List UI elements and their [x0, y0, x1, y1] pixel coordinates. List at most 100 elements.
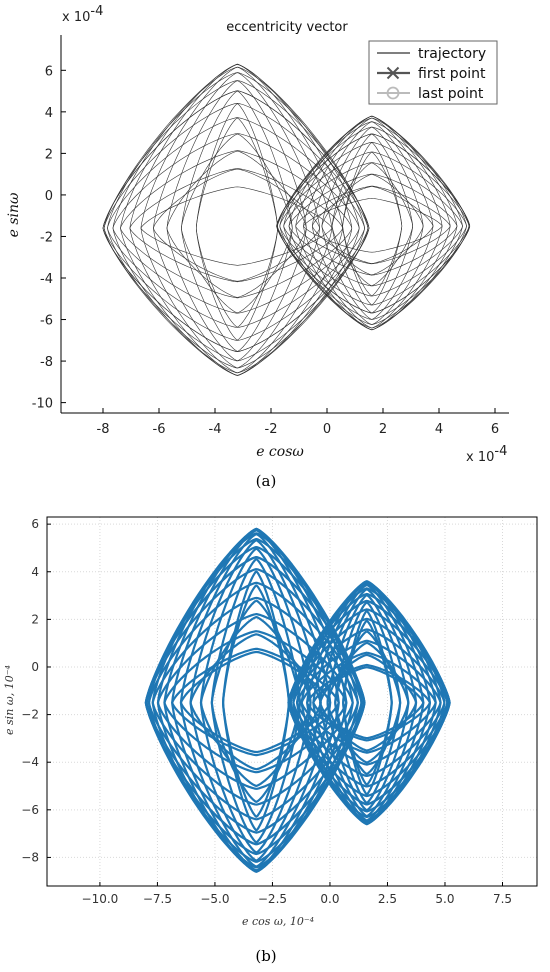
x-tick-label: 6: [491, 422, 499, 437]
x-tick-label: -2: [265, 422, 278, 437]
x-tick-label: −5.0: [200, 892, 229, 906]
x-tick-label: 2.5: [378, 892, 397, 906]
trajectory-line-left-2: [107, 72, 365, 369]
trajectory-line-left-12: [222, 584, 290, 818]
y-tick-label: -2: [40, 230, 53, 245]
x-tick-label: -6: [153, 422, 166, 437]
panel-a: eccentricity vector x 10-4 x 10-4 -8 -6 -4…: [6, 4, 509, 490]
trajectory-line-right-14: [312, 186, 434, 264]
trajectory-line-right-13: [321, 174, 424, 276]
trajectory-line-left-1: [103, 80, 369, 362]
y-tick-label: −4: [21, 755, 39, 769]
trajectory-line-left-15: [189, 633, 322, 771]
y-tick-label: −2: [21, 708, 39, 722]
trajectory-line-left-24: [144, 527, 366, 873]
y-tick-label: -6: [40, 314, 53, 329]
trajectory-line-left-16: [129, 168, 343, 283]
trajectory-line-right-24: [287, 580, 451, 826]
trajectory-line-left-1: [145, 546, 365, 856]
trajectory-line-left-9: [181, 90, 293, 352]
panel-b-ticks: −10.0 −7.5 −5.0 −2.5 0.0 2.5 5.0 7.5 6 4 2 0 −2 −4 −6 −…: [21, 517, 512, 906]
y-tick-label: -4: [40, 272, 53, 287]
trajectory-line-left-13: [166, 150, 307, 298]
trajectory-line-right-19: [279, 151, 467, 297]
x-tick-label: −7.5: [143, 892, 172, 906]
y-tick-label: 0: [31, 660, 39, 674]
trajectory-line-right-15: [303, 198, 443, 253]
legend-trajectory-label: trajectory: [418, 46, 486, 62]
panel-b-caption: (b): [255, 947, 276, 965]
trajectory-line-right-9: [331, 133, 413, 314]
trajectory-line-right-7: [312, 121, 434, 325]
trajectory-line-right-3: [283, 117, 463, 329]
panel-a-ticks: -8 -6 -4 -2 0 2 4 6 6 4 2 0 -2 -4 -6 -8 -10: [32, 64, 499, 437]
x-tick-label: 0: [323, 422, 331, 437]
panel-b-grid: [47, 517, 537, 886]
trajectory-line-right-15: [319, 653, 418, 752]
panel-a-caption: (a): [256, 472, 277, 490]
y-tick-label: -8: [40, 355, 53, 370]
x-tick-label: 5.0: [435, 892, 454, 906]
trajectory-line-left-16: [179, 650, 332, 754]
trajectory-line-left-17: [171, 647, 340, 757]
trajectory-line-right-6: [303, 117, 443, 329]
x-tick-label: 2: [379, 422, 387, 437]
trajectory-line-left-6: [140, 67, 333, 373]
trajectory-line-left-19: [107, 117, 365, 328]
legend-last-point-label: last point: [418, 86, 484, 102]
trajectory-line-right-16: [312, 666, 425, 740]
panel-a-trajectory: [102, 63, 471, 376]
trajectory-line-left-22: [102, 63, 370, 376]
trajectory-line-left-18: [163, 630, 348, 774]
panel-b: −10.0 −7.5 −5.0 −2.5 0.0 2.5 5.0 7.5 6 4 2 0 −2 −4 −6 −…: [3, 516, 538, 965]
trajectory-line-left-15: [140, 186, 333, 266]
panel-b-trajectory: [144, 527, 451, 873]
trajectory-line-right-18: [300, 651, 437, 754]
panel-a-axes: [60, 35, 509, 414]
panel-b-axes: [46, 516, 538, 887]
y-tick-label: 2: [31, 612, 39, 626]
trajectory-line-right-17: [288, 173, 458, 276]
y-tick-label: 6: [45, 64, 53, 79]
trajectory-line-right-12: [342, 619, 393, 786]
trajectory-line-left-22: [145, 568, 365, 834]
y-tick-label: 6: [31, 517, 39, 531]
y-tick-label: 0: [45, 189, 53, 204]
trajectory-line-left-3: [112, 66, 360, 374]
y-tick-label: −8: [21, 850, 39, 864]
trajectory-line-left-17: [120, 150, 353, 299]
plot-frame: [46, 516, 538, 887]
panel-b-y-label: e sin ω, 10⁻⁴: [3, 665, 16, 735]
x-tick-label: −2.5: [258, 892, 287, 906]
trajectory-line-right-2: [279, 121, 467, 325]
trajectory-line-right-20: [292, 628, 446, 777]
trajectory-line-right-11: [342, 151, 403, 296]
trajectory-line-right-21: [289, 617, 449, 788]
y-tick-label: 4: [31, 565, 39, 579]
trajectory-line-left-14: [153, 168, 320, 282]
trajectory-line-right-16: [295, 185, 451, 265]
trajectory-line-right-18: [283, 162, 463, 287]
panel-a-x-scale-label: x 10-4: [466, 444, 507, 465]
trajectory-line-right-17: [306, 663, 431, 742]
trajectory-line-left-20: [103, 103, 369, 341]
x-tick-label: -8: [97, 422, 110, 437]
trajectory-line-left-11: [196, 117, 278, 328]
x-tick-label: −10.0: [82, 892, 119, 906]
x-marker-icon: [386, 66, 400, 80]
legend-first-point-label: first point: [418, 66, 486, 82]
circle-marker-icon: [386, 86, 400, 100]
trajectory-line-right-19: [296, 639, 442, 766]
panel-a-y-label: e sinω: [6, 192, 22, 237]
x-tick-label: 7.5: [493, 892, 512, 906]
panel-b-x-label: e cos ω, 10⁻⁴: [242, 915, 314, 928]
panel-a-x-label: e cosω: [256, 444, 304, 460]
y-tick-label: 2: [45, 147, 53, 162]
trajectory-line-right-1: [277, 126, 470, 320]
y-tick-label: -10: [32, 397, 53, 412]
trajectory-line-right-22: [288, 608, 451, 798]
x-tick-label: 4: [435, 422, 443, 437]
trajectory-line-right-12: [331, 162, 413, 286]
y-tick-label: 4: [45, 106, 53, 121]
